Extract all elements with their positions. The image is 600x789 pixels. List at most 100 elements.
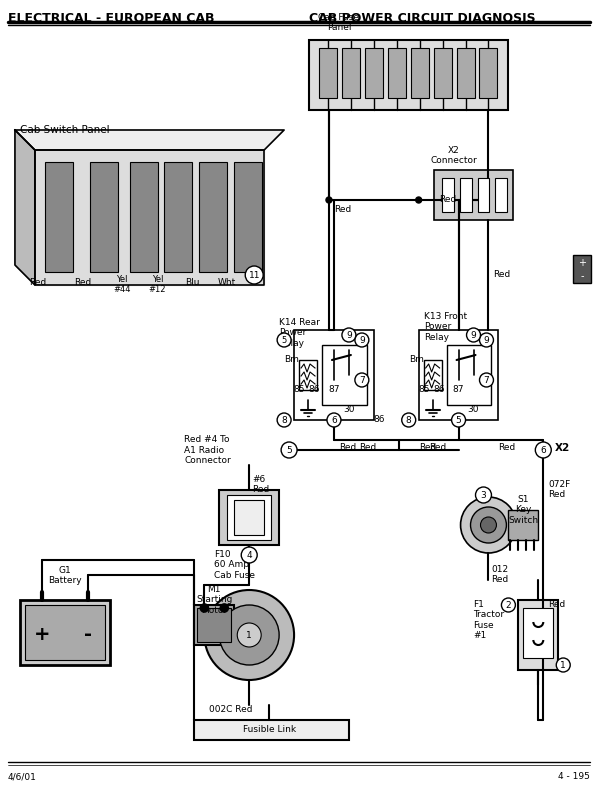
Bar [20, 600, 110, 665]
Text: Cab Switch Panel: Cab Switch Panel [20, 125, 110, 135]
Text: Red: Red [439, 195, 456, 204]
Bar [299, 360, 317, 390]
Text: 87: 87 [328, 385, 340, 394]
Bar [508, 510, 538, 540]
Text: 86: 86 [374, 415, 385, 424]
Polygon shape [15, 130, 284, 150]
Bar [322, 345, 367, 405]
Text: G1
Battery: G1 Battery [48, 566, 82, 585]
Bar [199, 162, 227, 272]
Text: Red: Red [499, 443, 515, 452]
Bar [479, 48, 497, 98]
Text: 072F
Red: 072F Red [548, 480, 571, 499]
Circle shape [277, 413, 291, 427]
Text: Red: Red [419, 443, 436, 452]
Circle shape [241, 547, 257, 563]
Text: +: + [34, 626, 50, 645]
Circle shape [342, 328, 356, 342]
Text: Red: Red [339, 443, 356, 452]
Bar [518, 600, 558, 670]
Text: 2: 2 [506, 600, 511, 609]
Text: F1
Tractor
Fuse
#1: F1 Tractor Fuse #1 [473, 600, 505, 640]
Bar [234, 500, 264, 535]
Text: 4 - 195: 4 - 195 [558, 772, 590, 781]
Bar [434, 48, 452, 98]
Bar [45, 162, 73, 272]
Text: 012
Red: 012 Red [491, 565, 509, 585]
Circle shape [481, 517, 496, 533]
Text: Red: Red [359, 443, 376, 452]
Text: ELECTRICAL - EUROPEAN CAB: ELECTRICAL - EUROPEAN CAB [8, 12, 214, 25]
Text: -: - [84, 626, 92, 645]
Circle shape [467, 328, 481, 342]
Bar [194, 720, 349, 740]
Text: 85: 85 [293, 385, 305, 394]
Bar [388, 48, 406, 98]
Circle shape [355, 333, 369, 347]
Text: X2
Connector: X2 Connector [430, 146, 477, 165]
Text: 86: 86 [308, 385, 320, 394]
Bar [309, 40, 508, 110]
Bar [25, 605, 104, 660]
Circle shape [470, 507, 506, 543]
Text: Yel
#12: Yel #12 [149, 275, 166, 294]
Text: 9: 9 [359, 335, 365, 345]
Text: Fusible Link: Fusible Link [242, 726, 296, 735]
Text: 4: 4 [247, 551, 252, 559]
Bar [227, 495, 271, 540]
Circle shape [402, 413, 416, 427]
Circle shape [277, 333, 291, 347]
Text: Red #4 To
A1 Radio
Connector: Red #4 To A1 Radio Connector [184, 435, 231, 465]
Text: CAB POWER CIRCUIT DIAGNOSIS: CAB POWER CIRCUIT DIAGNOSIS [309, 12, 536, 25]
Text: 30: 30 [343, 405, 355, 414]
Circle shape [535, 442, 551, 458]
Text: Yel
#44: Yel #44 [113, 275, 130, 294]
Bar [573, 255, 591, 283]
Circle shape [220, 604, 228, 612]
Text: 8: 8 [281, 416, 287, 424]
Text: 4/6/01: 4/6/01 [8, 772, 37, 781]
Text: 11: 11 [248, 271, 260, 279]
Text: 9: 9 [484, 335, 490, 345]
Circle shape [281, 442, 297, 458]
Bar [365, 48, 383, 98]
Circle shape [200, 604, 208, 612]
Bar [446, 345, 491, 405]
Text: 9: 9 [346, 331, 352, 339]
Text: 30: 30 [468, 405, 479, 414]
Circle shape [502, 598, 515, 612]
Circle shape [205, 590, 294, 680]
Bar [496, 178, 508, 212]
Text: 87: 87 [453, 385, 464, 394]
Bar [434, 170, 514, 220]
Text: M1
Starting
Motor: M1 Starting Motor [196, 585, 233, 615]
Text: 002C Red: 002C Red [209, 705, 253, 714]
Text: 86: 86 [433, 385, 445, 394]
Circle shape [326, 197, 332, 203]
Bar [411, 48, 428, 98]
Text: 9: 9 [470, 331, 476, 339]
Circle shape [245, 266, 263, 284]
Circle shape [241, 627, 257, 643]
Text: Red: Red [74, 278, 91, 287]
Bar [164, 162, 193, 272]
Text: Red: Red [493, 270, 511, 279]
Bar [130, 162, 158, 272]
Text: 5: 5 [281, 335, 287, 345]
Text: Bm: Bm [409, 355, 424, 364]
Text: 7: 7 [359, 376, 365, 384]
Text: 5: 5 [286, 446, 292, 454]
Circle shape [416, 197, 422, 203]
Circle shape [220, 605, 279, 665]
Polygon shape [15, 130, 35, 285]
Circle shape [479, 333, 493, 347]
Bar [457, 48, 475, 98]
Text: Red: Red [548, 600, 566, 609]
Bar [220, 490, 279, 545]
Bar [194, 605, 234, 645]
Bar [442, 178, 454, 212]
Circle shape [327, 413, 341, 427]
Text: +: + [578, 258, 586, 268]
Bar [234, 162, 262, 272]
Text: K14 Rear
Power
Relay: K14 Rear Power Relay [279, 318, 320, 348]
